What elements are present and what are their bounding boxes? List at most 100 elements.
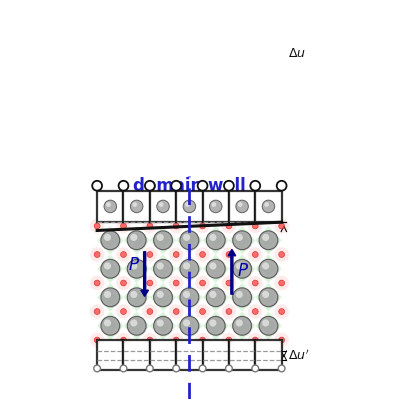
Circle shape	[147, 223, 153, 229]
Circle shape	[234, 232, 253, 251]
Circle shape	[278, 365, 285, 372]
Circle shape	[116, 304, 131, 319]
Circle shape	[104, 200, 116, 213]
Polygon shape	[124, 312, 150, 340]
Circle shape	[248, 247, 262, 262]
Circle shape	[102, 318, 121, 336]
Circle shape	[180, 316, 199, 335]
Polygon shape	[129, 289, 144, 306]
Circle shape	[102, 289, 121, 308]
Polygon shape	[182, 289, 197, 306]
Circle shape	[104, 291, 111, 298]
Circle shape	[94, 337, 100, 343]
Circle shape	[208, 318, 226, 336]
Circle shape	[104, 262, 111, 270]
Circle shape	[252, 223, 258, 229]
Text: $\Delta u'$: $\Delta u'$	[288, 348, 310, 363]
Circle shape	[260, 260, 279, 279]
Circle shape	[169, 333, 184, 347]
Polygon shape	[229, 254, 255, 283]
Circle shape	[252, 309, 258, 314]
Circle shape	[279, 223, 284, 229]
Polygon shape	[97, 254, 124, 283]
Circle shape	[173, 223, 179, 229]
Circle shape	[130, 234, 138, 241]
Circle shape	[233, 259, 252, 278]
Circle shape	[200, 280, 206, 286]
Circle shape	[262, 291, 269, 298]
Circle shape	[118, 181, 128, 191]
Circle shape	[173, 252, 179, 258]
Circle shape	[127, 259, 146, 278]
Circle shape	[195, 333, 210, 347]
Polygon shape	[103, 232, 118, 248]
Circle shape	[198, 181, 208, 191]
Circle shape	[155, 232, 174, 251]
Circle shape	[222, 333, 236, 347]
Circle shape	[173, 309, 179, 314]
Polygon shape	[255, 283, 282, 312]
Circle shape	[206, 288, 225, 307]
Polygon shape	[261, 232, 276, 248]
Circle shape	[181, 289, 200, 308]
Circle shape	[183, 262, 190, 270]
Circle shape	[234, 289, 253, 308]
Circle shape	[250, 181, 260, 191]
Polygon shape	[129, 232, 144, 248]
Polygon shape	[150, 283, 176, 312]
Circle shape	[142, 247, 157, 262]
Circle shape	[209, 262, 216, 270]
Circle shape	[236, 319, 243, 326]
Circle shape	[252, 252, 258, 258]
Circle shape	[142, 304, 157, 319]
Polygon shape	[97, 312, 124, 340]
Bar	[202, 191, 229, 222]
Circle shape	[101, 288, 120, 307]
Bar	[176, 191, 202, 222]
Circle shape	[208, 289, 226, 308]
Circle shape	[226, 309, 232, 314]
Polygon shape	[103, 289, 118, 306]
Circle shape	[226, 365, 232, 372]
Circle shape	[209, 234, 216, 241]
Circle shape	[183, 319, 190, 326]
Circle shape	[128, 318, 147, 336]
Circle shape	[101, 259, 120, 278]
Circle shape	[259, 259, 278, 278]
Circle shape	[173, 365, 180, 372]
Circle shape	[154, 231, 172, 250]
Circle shape	[259, 288, 278, 307]
FancyArrow shape	[228, 250, 236, 294]
Polygon shape	[261, 260, 276, 277]
Polygon shape	[103, 260, 118, 277]
Circle shape	[226, 223, 232, 229]
Circle shape	[264, 202, 269, 207]
Circle shape	[157, 319, 164, 326]
Circle shape	[200, 223, 206, 229]
Circle shape	[226, 337, 232, 343]
Circle shape	[238, 202, 242, 207]
Circle shape	[173, 337, 179, 343]
Polygon shape	[234, 289, 250, 306]
Circle shape	[259, 231, 278, 250]
Circle shape	[224, 181, 234, 191]
Circle shape	[185, 202, 190, 207]
Circle shape	[274, 247, 289, 262]
Circle shape	[90, 247, 104, 262]
Circle shape	[157, 234, 164, 241]
Polygon shape	[234, 318, 250, 334]
Polygon shape	[155, 260, 171, 277]
Polygon shape	[155, 289, 171, 306]
Text: $P$: $P$	[238, 262, 250, 280]
Circle shape	[128, 232, 147, 251]
Circle shape	[159, 202, 164, 207]
Circle shape	[236, 262, 243, 270]
Circle shape	[274, 304, 289, 319]
Circle shape	[222, 219, 236, 233]
Polygon shape	[255, 312, 282, 340]
Circle shape	[222, 304, 236, 319]
Circle shape	[157, 291, 164, 298]
Circle shape	[274, 333, 289, 347]
Circle shape	[155, 289, 174, 308]
Polygon shape	[176, 226, 202, 254]
